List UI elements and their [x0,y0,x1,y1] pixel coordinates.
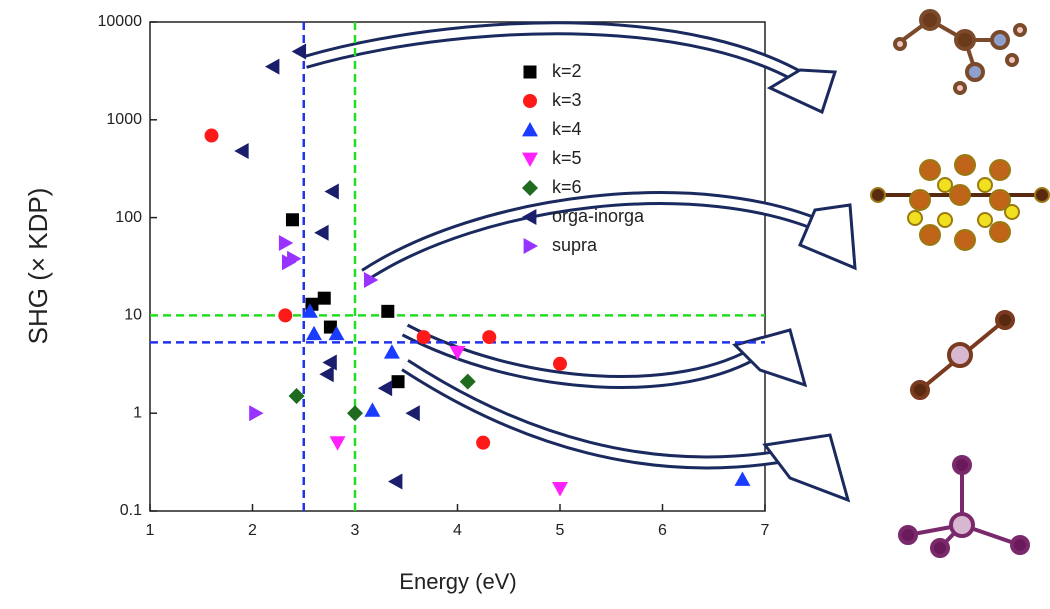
molecule [871,155,1049,250]
marker [314,225,328,241]
y-axis-label: SHG (× KDP) [23,188,53,345]
marker [388,474,402,490]
marker [319,366,333,382]
marker [381,305,394,318]
x-axis-label: Energy (eV) [399,569,516,594]
legend-marker [522,180,538,196]
legend-marker [524,238,538,254]
arrow-head [735,330,805,385]
y-tick-label: 1 [133,404,142,421]
marker [306,326,322,340]
marker [378,380,392,396]
molecule [912,312,1013,398]
legend-label: k=3 [552,90,582,110]
x-tick-label: 7 [761,522,770,539]
x-tick-label: 4 [453,522,462,539]
marker [460,374,476,390]
legend-label: k=4 [552,119,582,139]
x-tick-label: 1 [146,522,155,539]
chart: Energy (eV) SHG (× KDP) 12345670.1110100… [0,0,1050,604]
marker [476,436,490,450]
legend-label: k=6 [552,177,582,197]
legend-label: k=2 [552,61,582,81]
marker [286,213,299,226]
arrow-head [770,70,835,112]
marker [405,405,419,421]
marker [330,436,346,450]
x-tick-label: 5 [556,522,565,539]
legend-label: orga-inorga [552,206,645,226]
marker [318,292,331,305]
marker [734,471,750,485]
legend-marker [523,94,537,108]
molecule [895,11,1025,93]
marker [265,59,279,75]
molecule [900,457,1028,556]
marker [384,344,400,358]
legend-marker [522,153,538,167]
y-tick-label: 10 [124,307,142,324]
y-tick-label: 10000 [98,13,143,30]
marker [552,482,568,496]
legend-marker [522,122,538,136]
marker [322,354,336,370]
x-tick-label: 6 [658,522,667,539]
arrow-head [765,435,848,500]
decorations [305,11,1049,556]
x-tick-label: 3 [351,522,360,539]
marker [392,375,405,388]
marker [279,235,293,251]
y-tick-label: 0.1 [120,502,142,519]
marker [364,402,380,416]
y-tick-label: 1000 [106,111,142,128]
marker [292,43,306,59]
marker [347,405,363,421]
marker [289,388,305,404]
marker [417,330,431,344]
legend-label: supra [552,235,598,255]
marker [278,308,292,322]
marker [287,251,301,267]
legend-label: k=5 [552,148,582,168]
marker [324,183,338,199]
marker [234,143,248,159]
marker [482,330,496,344]
legend-marker [524,66,537,79]
y-tick-label: 100 [115,209,142,226]
marker [205,129,219,143]
marker [249,405,263,421]
plot-frame [150,22,765,511]
x-tick-label: 2 [248,522,257,539]
marker [553,357,567,371]
